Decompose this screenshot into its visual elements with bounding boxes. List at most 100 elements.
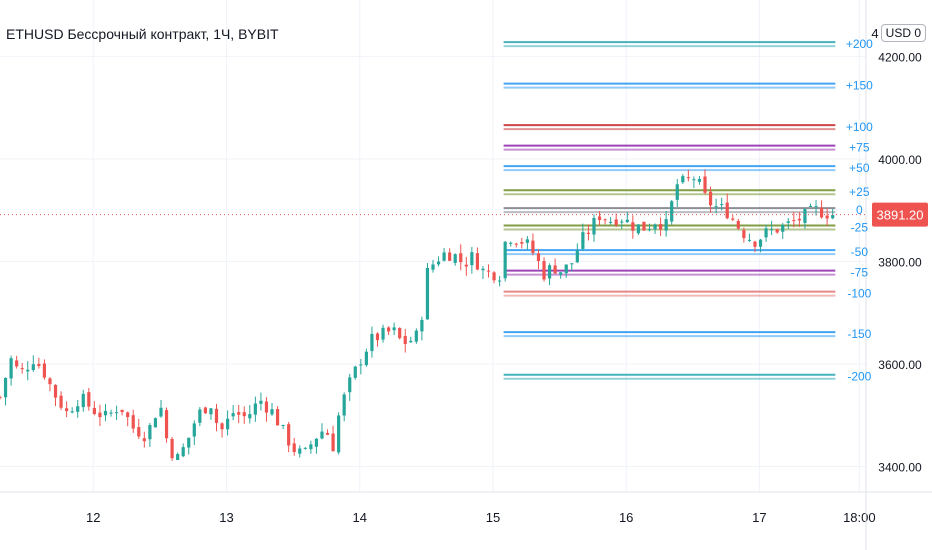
candle-body: [764, 228, 768, 238]
candle-body: [681, 176, 685, 183]
candle-body: [176, 454, 180, 461]
candle-body: [281, 425, 285, 427]
currency-selector[interactable]: 4 USD 0: [871, 24, 926, 42]
candle-body: [3, 377, 8, 398]
candle-body: [353, 366, 357, 378]
level-label: +25: [849, 185, 870, 199]
candle-body: [287, 424, 291, 446]
candle-body: [620, 221, 624, 223]
candle-body: [398, 328, 402, 339]
candle-body: [348, 377, 352, 393]
x-tick-label: 13: [219, 510, 233, 525]
level-label: -75: [851, 266, 869, 280]
candle-body: [381, 327, 385, 340]
candle-body: [753, 241, 757, 247]
candle-body: [436, 261, 441, 265]
candle-body: [159, 407, 163, 417]
candle-body: [459, 253, 463, 263]
candle-body: [564, 264, 568, 274]
candle-body: [142, 438, 146, 442]
candle-body: [797, 218, 801, 221]
candle-body: [431, 264, 435, 270]
candle-body: [375, 333, 380, 341]
candle-body: [819, 207, 824, 218]
candle-body: [636, 224, 640, 234]
candle-body: [475, 253, 480, 270]
candle-body: [342, 394, 346, 416]
candle-body: [309, 444, 313, 450]
candle-body: [359, 364, 363, 366]
candle-body: [486, 270, 491, 272]
candle-body: [226, 418, 230, 430]
candle-body: [720, 204, 724, 206]
candle-body: [120, 409, 124, 413]
candle-body: [542, 261, 546, 280]
candle-body: [31, 364, 35, 371]
candle-body: [181, 447, 185, 457]
level-label: -25: [851, 221, 869, 235]
chart-title: ETHUSD Бессрочный контракт, 1Ч, BYBIT: [6, 26, 279, 42]
candle-body: [98, 412, 102, 418]
candle-body: [409, 340, 413, 343]
candle-body: [303, 447, 307, 449]
candle-body: [298, 448, 302, 454]
candle-body: [203, 407, 207, 414]
candle-body: [331, 433, 335, 452]
candle-body: [692, 179, 696, 181]
candle-body: [659, 223, 663, 230]
level-label: -200: [847, 370, 871, 384]
candle-body: [114, 412, 119, 414]
candle-body: [514, 243, 518, 245]
candle-body: [747, 239, 752, 241]
candle-body: [520, 242, 524, 244]
candle-body: [786, 221, 790, 223]
candle-body: [703, 176, 707, 193]
candle-body: [697, 179, 702, 182]
candle-body: [509, 242, 513, 244]
candle-body: [231, 413, 235, 417]
candle-body: [603, 219, 607, 221]
candle-body: [453, 254, 457, 263]
candle-body: [775, 229, 779, 233]
candle-body: [625, 219, 629, 223]
candle-body: [386, 327, 391, 332]
candle-body: [26, 369, 30, 372]
y-tick-label: 3600.00: [878, 358, 922, 372]
candle-body: [664, 219, 668, 231]
candle-body: [126, 412, 130, 418]
candle-body: [708, 191, 713, 206]
candle-body: [525, 239, 529, 243]
candle-body: [725, 202, 729, 219]
level-label: -150: [847, 327, 871, 341]
candle-body: [42, 363, 47, 378]
candle-body: [325, 432, 330, 435]
candle-body: [59, 395, 63, 408]
candle-body: [87, 392, 91, 407]
candle-body: [364, 351, 368, 366]
candle-body: [15, 360, 19, 367]
level-label: +200: [846, 37, 873, 51]
candle-body: [392, 327, 396, 331]
candle-body: [442, 252, 446, 261]
level-label: +150: [846, 79, 873, 93]
currency-button[interactable]: USD 0: [880, 24, 926, 42]
candle-body: [170, 439, 174, 459]
candle-body: [148, 424, 152, 440]
candle-body: [570, 263, 574, 265]
candle-body: [420, 319, 424, 332]
candle-body: [9, 358, 13, 379]
candle-body: [275, 409, 280, 426]
candle-body: [259, 400, 263, 404]
candle-body: [792, 220, 796, 222]
current-price-label: 3891.20: [877, 208, 924, 223]
candle-body: [192, 423, 196, 437]
level-label: 0: [856, 203, 863, 217]
candle-body: [536, 253, 541, 262]
candle-body: [503, 241, 507, 279]
candle-body: [653, 224, 657, 230]
candle-body: [492, 272, 496, 281]
candle-body: [581, 232, 585, 249]
current-price-box: [872, 202, 928, 227]
candle-body: [414, 330, 418, 342]
